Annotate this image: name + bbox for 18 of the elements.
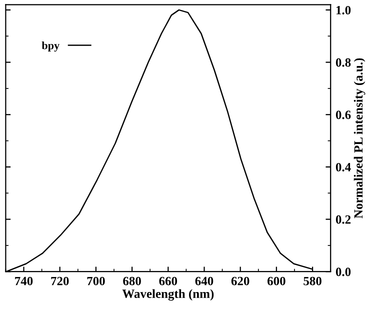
y-tick-label: 1.0 bbox=[336, 6, 351, 14]
y-tick-label: 0.6 bbox=[336, 110, 351, 120]
x-tick-label: 640 bbox=[195, 276, 214, 286]
legend-label: bpy bbox=[42, 41, 60, 52]
y-tick-label: 0.4 bbox=[336, 162, 351, 172]
x-tick-label: 660 bbox=[159, 276, 178, 286]
x-tick-label: 700 bbox=[87, 276, 105, 286]
x-tick-label: 600 bbox=[268, 276, 286, 286]
x-tick-label: 680 bbox=[123, 276, 141, 286]
x-tick-label: 580 bbox=[304, 276, 322, 286]
x-tick-label: 720 bbox=[51, 276, 69, 286]
x-tick-label: 620 bbox=[231, 276, 250, 286]
y-axis-title: Normalized PL intensity (a.u.) bbox=[354, 58, 366, 218]
x-axis-title: Wavelength (nm) bbox=[122, 289, 214, 301]
y-tick-label: 0.8 bbox=[336, 58, 351, 67]
y-tick-label: 0.0 bbox=[336, 268, 351, 276]
y-tick-label: 0.2 bbox=[336, 215, 351, 224]
x-tick-label: 740 bbox=[15, 276, 33, 286]
